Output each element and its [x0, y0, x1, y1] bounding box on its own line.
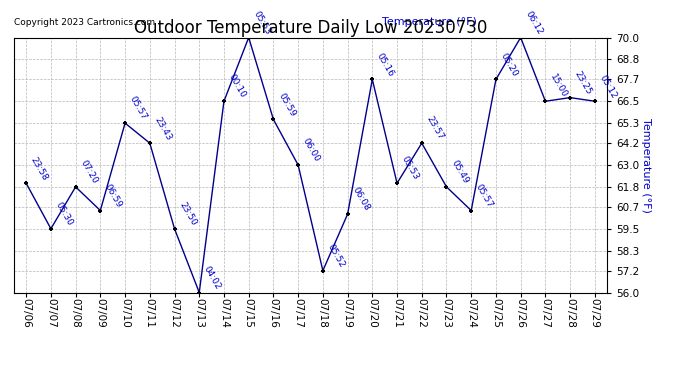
Point	[391, 180, 402, 186]
Text: Copyright 2023 Cartronics.com: Copyright 2023 Cartronics.com	[14, 18, 155, 27]
Text: 05:57: 05:57	[474, 182, 495, 209]
Point	[268, 117, 279, 123]
Point	[342, 211, 353, 217]
Text: 05:49: 05:49	[449, 159, 470, 186]
Point	[317, 268, 328, 274]
Point	[95, 207, 106, 213]
Text: 23:57: 23:57	[424, 115, 445, 142]
Text: 06:12: 06:12	[524, 9, 544, 36]
Point	[144, 140, 155, 146]
Point	[293, 162, 304, 168]
Text: 23:25: 23:25	[573, 69, 593, 96]
Text: Temperature (°F): Temperature (°F)	[382, 17, 477, 27]
Point	[564, 94, 575, 100]
Title: Outdoor Temperature Daily Low 20230730: Outdoor Temperature Daily Low 20230730	[134, 20, 487, 38]
Text: 23:50: 23:50	[177, 201, 198, 227]
Point	[119, 120, 130, 126]
Point	[441, 184, 452, 190]
Point	[416, 140, 427, 146]
Text: 06:59: 06:59	[103, 182, 124, 209]
Point	[515, 34, 526, 40]
Text: 05:53: 05:53	[251, 9, 272, 36]
Point	[540, 98, 551, 104]
Text: 05:16: 05:16	[375, 51, 396, 78]
Text: 05:12: 05:12	[598, 73, 618, 100]
Text: 23:58: 23:58	[29, 155, 50, 182]
Point	[21, 180, 32, 186]
Text: 05:30: 05:30	[54, 201, 75, 227]
Point	[243, 34, 254, 40]
Text: 05:59: 05:59	[276, 91, 297, 118]
Text: 05:53: 05:53	[400, 155, 420, 182]
Text: 06:08: 06:08	[351, 186, 371, 213]
Point	[367, 76, 378, 82]
Text: 05:52: 05:52	[326, 243, 346, 269]
Text: 04:02: 04:02	[202, 264, 223, 291]
Text: 23:43: 23:43	[152, 115, 173, 142]
Point	[194, 290, 205, 296]
Text: 15:00: 15:00	[548, 73, 569, 100]
Point	[219, 98, 230, 104]
Text: 00:10: 00:10	[227, 73, 248, 100]
Point	[589, 98, 600, 104]
Text: 05:57: 05:57	[128, 95, 148, 122]
Text: 07:20: 07:20	[79, 159, 99, 186]
Point	[169, 226, 180, 232]
Text: 06:00: 06:00	[301, 137, 322, 164]
Y-axis label: Temperature (°F): Temperature (°F)	[640, 118, 651, 212]
Point	[70, 184, 81, 190]
Text: 05:20: 05:20	[499, 51, 520, 78]
Point	[491, 76, 502, 82]
Point	[46, 226, 57, 232]
Point	[466, 207, 477, 213]
